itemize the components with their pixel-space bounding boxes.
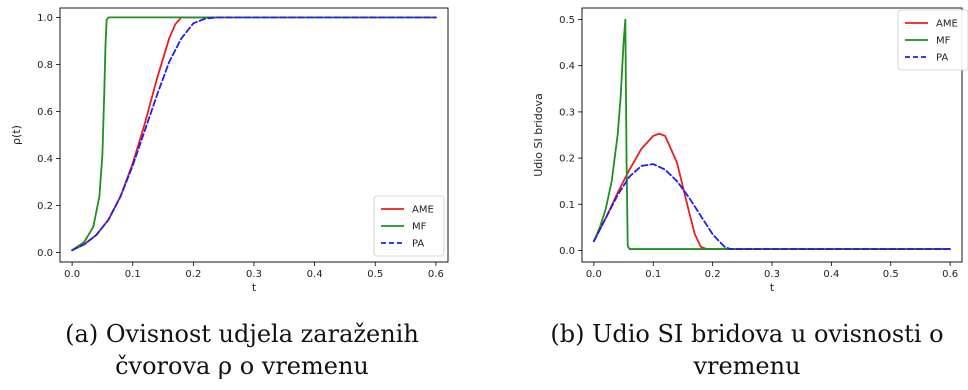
x-tick-label: 0.6 bbox=[428, 269, 444, 280]
legend-label-ame: AME bbox=[412, 205, 434, 216]
chart-a: 0.0 0.1 0.2 0.3 0.4 0.5 0.6 0.0 0.2 0.4 0.6 0.8 1.0 t… bbox=[10, 7, 449, 294]
x-tick-label: 0.1 bbox=[125, 269, 141, 280]
legend-label-pa: PA bbox=[412, 239, 424, 250]
series-group bbox=[592, 18, 952, 250]
x-tick-label: 0.4 bbox=[307, 269, 323, 280]
legend-box bbox=[897, 9, 968, 71]
x-tick-label: 0.5 bbox=[367, 269, 383, 280]
legend-label-mf: MF bbox=[936, 36, 951, 47]
y-tick-label: 0.3 bbox=[559, 107, 575, 118]
y-tick-label: 0.4 bbox=[559, 61, 575, 72]
legend: AME MF PA bbox=[373, 195, 445, 257]
series-line-pa bbox=[71, 16, 437, 252]
x-tick-label: 0.0 bbox=[586, 269, 602, 280]
x-axis-label: t bbox=[252, 281, 257, 294]
y-tick-label: 0.8 bbox=[37, 60, 53, 71]
series-line-mf bbox=[592, 18, 952, 250]
x-tick-label: 0.3 bbox=[764, 269, 780, 280]
series-line-ame bbox=[592, 132, 952, 250]
legend-label-pa: PA bbox=[936, 53, 948, 64]
legend-label-ame: AME bbox=[936, 19, 958, 30]
series-line-pa bbox=[592, 163, 952, 250]
figure: 0.0 0.1 0.2 0.3 0.4 0.5 0.6 0.0 0.2 0.4 0.6 0.8 1.0 t… bbox=[10, 7, 968, 294]
series-group bbox=[71, 16, 437, 252]
y-tick-label: 0.0 bbox=[559, 246, 575, 257]
x-tick-label: 0.1 bbox=[645, 269, 661, 280]
x-tick-label: 0.5 bbox=[883, 269, 899, 280]
x-tick-label: 0.2 bbox=[185, 269, 201, 280]
x-tick-label: 0.2 bbox=[705, 269, 721, 280]
x-tick-label: 0.4 bbox=[823, 269, 839, 280]
y-tick-label: 1.0 bbox=[37, 13, 53, 24]
x-tick-label: 0.3 bbox=[246, 269, 262, 280]
y-axis-label: Udio SI bridova bbox=[532, 93, 545, 177]
y-tick-label: 0.2 bbox=[37, 201, 53, 212]
legend: AME MF PA bbox=[897, 9, 968, 71]
x-tick-label: 0.6 bbox=[942, 269, 958, 280]
legend-label-mf: MF bbox=[412, 222, 427, 233]
y-tick-label: 0.6 bbox=[37, 107, 53, 118]
y-axis-label: ρ(t) bbox=[10, 125, 23, 145]
x-axis-label: t bbox=[770, 281, 775, 294]
y-tick-label: 0.1 bbox=[559, 200, 575, 211]
x-tick-label: 0.0 bbox=[64, 269, 80, 280]
y-tick-label: 0.4 bbox=[37, 154, 53, 165]
caption-b: (b) Udio SI bridova u ovisnosti o vremen… bbox=[550, 320, 944, 380]
chart-b: 0.0 0.1 0.2 0.3 0.4 0.5 0.6 0.0 0.1 0.2 0.3 0.4 0.5 t… bbox=[532, 7, 968, 294]
y-tick-label: 0.2 bbox=[559, 154, 575, 165]
series-line-mf bbox=[71, 16, 437, 252]
y-tick-label: 0.0 bbox=[37, 248, 53, 259]
legend-box bbox=[373, 195, 445, 257]
caption-a: (a) Ovisnost udjela zaraženih čvorova ρ … bbox=[65, 320, 419, 380]
y-tick-label: 0.5 bbox=[559, 15, 575, 26]
